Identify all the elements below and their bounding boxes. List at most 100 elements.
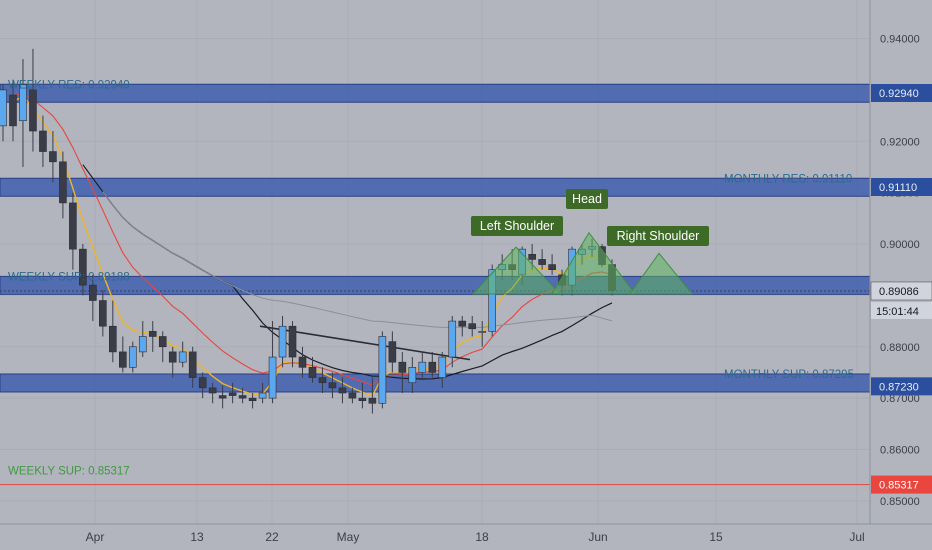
- price-tag-bg: [871, 475, 932, 494]
- price-tags: 0.92940 0.91110 0.87230 0.85317 0.89086 15:01…: [870, 83, 932, 494]
- price-tag-bg: [871, 177, 932, 196]
- annotations: Left Shoulder Head Right Shoulder: [471, 189, 709, 246]
- candle-body: [358, 397, 367, 402]
- zone-label: WEEKLY RES: 0.92940: [8, 79, 130, 91]
- candle-body: [388, 341, 397, 363]
- x-tick-label: Jun: [588, 530, 607, 544]
- price-tag: 0.85317: [879, 480, 919, 492]
- candle-body: [89, 284, 97, 301]
- candle-body: [39, 130, 47, 152]
- candle-body: [348, 392, 357, 399]
- candle-body: [148, 331, 157, 337]
- candle-body: [538, 259, 546, 265]
- zone-band: [0, 83, 871, 103]
- candle-body: [9, 94, 17, 127]
- y-tick-label: 0.87000: [880, 393, 920, 405]
- candle-body: [378, 336, 387, 404]
- candle-body: [418, 361, 427, 373]
- candle-body: [328, 382, 337, 389]
- x-tick-label: 22: [265, 530, 279, 544]
- candle-body: [308, 367, 317, 378]
- price-tag: 0.91110: [879, 182, 917, 194]
- pattern-triangle: [551, 231, 637, 295]
- candle-body: [368, 397, 377, 404]
- zone-label: MONTHLY RES: 0.91110: [724, 173, 852, 185]
- candle-body: [338, 387, 347, 394]
- x-tick-label: 15: [709, 530, 723, 544]
- annotation-text: Right Shoulder: [617, 229, 700, 243]
- candle-body: [128, 346, 137, 368]
- price-tag: 0.92940: [879, 88, 919, 100]
- candle-body: [188, 351, 197, 378]
- candle-body: [398, 361, 407, 373]
- current-price-tag-bg: [870, 281, 932, 301]
- candle-body: [318, 377, 327, 384]
- zone-label: WEEKLY SUP: 0.89188: [8, 271, 130, 283]
- candle-body: [408, 367, 417, 384]
- candle-body: [178, 351, 187, 363]
- candle-body: [448, 320, 457, 358]
- candle-body: [278, 325, 287, 358]
- candle-body: [198, 377, 207, 389]
- candle-body: [59, 161, 67, 204]
- candle-body: [29, 89, 37, 132]
- x-tick-label: May: [337, 530, 360, 544]
- weekly-sup-label: WEEKLY SUP: 0.85317: [8, 466, 130, 478]
- candle-body: [168, 351, 177, 363]
- candle-body: [99, 300, 107, 327]
- candle-body: [248, 397, 257, 402]
- candle-body: [298, 356, 307, 368]
- x-tick-label: Jul: [849, 530, 864, 544]
- zone-band: [0, 275, 871, 295]
- candle-body: [268, 356, 277, 399]
- annotation-bubble: [471, 216, 563, 236]
- candle-body: [109, 325, 117, 353]
- candle-body: [228, 392, 237, 396]
- candle-body: [478, 331, 487, 333]
- candle-body: [548, 264, 556, 271]
- y-tick-label: 0.86000: [880, 445, 920, 457]
- candle-body: [69, 202, 77, 250]
- y-tick-label: 0.92000: [880, 136, 920, 148]
- x-tick-labels: Apr 13 22 May 18 Jun 15 Jul: [86, 530, 865, 544]
- current-price-tag: 0.89086: [879, 286, 919, 298]
- countdown-bg: [871, 301, 932, 319]
- candle-body: [438, 356, 447, 378]
- candle-body: [528, 253, 536, 260]
- candle-body: [138, 336, 147, 353]
- countdown: 15:01:44: [876, 306, 919, 318]
- candle-body: [468, 323, 477, 330]
- x-tick-label: 13: [190, 530, 204, 544]
- candle-body: [218, 395, 227, 399]
- candle-body: [119, 351, 127, 368]
- head-and-shoulders-pattern: [471, 231, 694, 295]
- zone-labels: WEEKLY RES: 0.92940 MONTHLY RES: 0.91110 W…: [8, 79, 854, 477]
- pattern-triangle: [629, 252, 694, 295]
- candle-body: [488, 269, 496, 332]
- x-tick-label: 18: [475, 530, 489, 544]
- annotation-text: Left Shoulder: [480, 219, 554, 233]
- plot-background: [0, 0, 870, 524]
- annotation-bubble: [566, 189, 608, 209]
- candle-body: [0, 89, 7, 127]
- pattern-triangle: [471, 246, 562, 295]
- annotation-bubble: [607, 226, 709, 246]
- price-tag-bg: [871, 83, 932, 102]
- y-tick-label: 0.94000: [880, 34, 920, 46]
- candle-body: [158, 336, 167, 348]
- annotation-text: Head: [572, 192, 602, 206]
- candle-body: [49, 151, 57, 163]
- candle-body: [208, 387, 217, 394]
- candle-body: [458, 320, 467, 327]
- price-tag: 0.87230: [879, 381, 919, 393]
- y-tick-label: 0.85000: [880, 496, 920, 508]
- zone-label: MONTHLY SUP: 0.87295: [724, 369, 854, 381]
- sma-long-line: [102, 191, 613, 328]
- candle-body: [79, 248, 87, 286]
- candle-body: [238, 395, 247, 399]
- y-tick-label: 0.88000: [880, 342, 920, 354]
- candle-body: [19, 84, 27, 122]
- y-tick-label: 0.90000: [880, 239, 920, 251]
- candle-body: [428, 361, 437, 373]
